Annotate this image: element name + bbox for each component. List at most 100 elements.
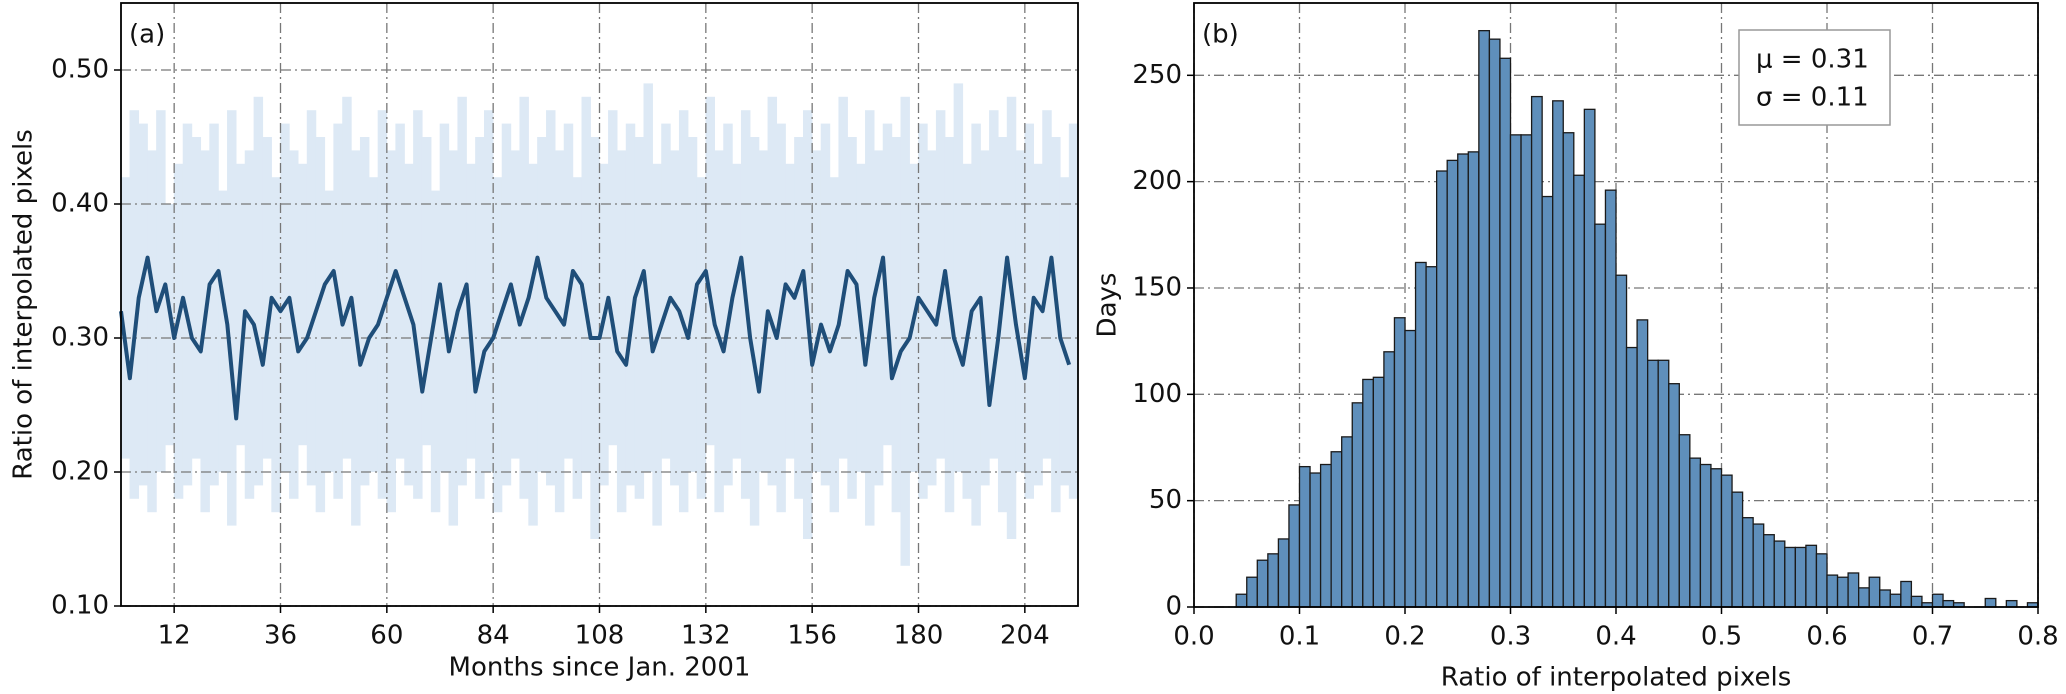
band-segment bbox=[678, 110, 689, 513]
band-segment bbox=[457, 96, 467, 486]
x-tick-label: 84 bbox=[477, 621, 510, 651]
histogram-bar bbox=[1910, 595, 1923, 608]
band-segment bbox=[997, 137, 1008, 513]
panel-label: (b) bbox=[1202, 20, 1239, 50]
annotation: μ = 0.31 bbox=[1756, 45, 1869, 75]
x-tick-label: 156 bbox=[787, 621, 837, 651]
histogram-bar bbox=[1436, 170, 1448, 608]
histogram-bar bbox=[1520, 134, 1533, 608]
band-segment bbox=[820, 123, 831, 486]
histogram-bar bbox=[1573, 174, 1586, 608]
band-segment bbox=[484, 110, 494, 472]
histogram-bar bbox=[1298, 465, 1311, 608]
histogram-bar bbox=[1805, 544, 1818, 608]
histogram-bar bbox=[1256, 559, 1269, 608]
band-segment bbox=[935, 110, 946, 459]
y-tick-label: 0.40 bbox=[51, 189, 109, 219]
band-segment bbox=[847, 137, 857, 499]
band-segment bbox=[244, 150, 255, 499]
histogram-bar bbox=[1277, 538, 1290, 608]
histogram-bar bbox=[1488, 38, 1501, 608]
x-axis-label: Ratio of interpolated pixels bbox=[1441, 663, 1792, 693]
histogram-bar bbox=[1678, 434, 1691, 608]
histogram-bar bbox=[1541, 195, 1554, 608]
band-segment bbox=[121, 177, 131, 459]
band-segment bbox=[670, 150, 680, 486]
band-segment bbox=[1033, 163, 1043, 486]
y-tick-label: 250 bbox=[1132, 60, 1182, 90]
band-segment bbox=[368, 177, 379, 472]
y-tick-label: 0.50 bbox=[51, 55, 109, 85]
histogram-bar bbox=[1341, 436, 1353, 608]
histogram-bar bbox=[1562, 132, 1575, 608]
band-segment bbox=[129, 110, 140, 499]
band-segment bbox=[1059, 177, 1070, 486]
histogram-bar bbox=[1552, 100, 1564, 608]
x-tick-label: 0.2 bbox=[1384, 622, 1425, 652]
band-segment bbox=[829, 177, 840, 513]
band-segment bbox=[537, 137, 547, 472]
band-segment bbox=[581, 96, 591, 473]
band-segment bbox=[608, 110, 618, 446]
band-segment bbox=[758, 150, 769, 472]
x-tick-label: 36 bbox=[264, 621, 297, 651]
band-segment bbox=[918, 123, 928, 499]
band-segment bbox=[714, 150, 724, 513]
histogram-bar bbox=[1868, 576, 1881, 608]
histogram-bar bbox=[1604, 189, 1617, 608]
band-segment bbox=[404, 163, 414, 486]
band-segment bbox=[900, 96, 910, 566]
band-segment bbox=[271, 177, 281, 513]
histogram-bar bbox=[1657, 359, 1670, 608]
y-tick-label: 0.10 bbox=[51, 591, 109, 621]
histogram-bar bbox=[1636, 319, 1649, 608]
band-segment bbox=[235, 163, 246, 446]
histogram-bar bbox=[1900, 580, 1913, 608]
histogram-bar bbox=[1647, 359, 1659, 608]
x-tick-label: 0.0 bbox=[1173, 622, 1214, 652]
x-tick-label: 0.3 bbox=[1490, 622, 1531, 652]
band-segment bbox=[953, 83, 964, 473]
band-segment bbox=[165, 204, 175, 446]
y-tick-label: 150 bbox=[1132, 272, 1182, 302]
x-tick-label: 0.7 bbox=[1912, 622, 1953, 652]
band-segment bbox=[333, 123, 343, 499]
x-tick-label: 0.5 bbox=[1701, 622, 1742, 652]
histogram-bar bbox=[1773, 540, 1786, 608]
histogram-bar bbox=[1362, 378, 1375, 608]
histogram-bar bbox=[1583, 108, 1596, 608]
histogram-bar bbox=[1509, 134, 1522, 608]
x-tick-label: 204 bbox=[1000, 621, 1050, 651]
band-segment bbox=[944, 137, 955, 513]
band-segment bbox=[182, 123, 193, 486]
histogram-bar bbox=[1847, 572, 1860, 608]
histogram-bar bbox=[1889, 593, 1902, 608]
histogram-bar bbox=[1731, 491, 1744, 608]
histogram-bar bbox=[1699, 463, 1712, 608]
histogram-bar bbox=[1984, 597, 1997, 608]
y-tick-label: 50 bbox=[1149, 485, 1182, 515]
annotation: σ = 0.11 bbox=[1756, 83, 1869, 113]
band-segment bbox=[377, 110, 388, 499]
band-segment bbox=[253, 96, 264, 486]
y-tick-label: 0.30 bbox=[51, 323, 109, 353]
band-segment bbox=[891, 137, 902, 513]
band-segment bbox=[838, 96, 848, 459]
band-segment bbox=[616, 150, 627, 513]
band-segment bbox=[643, 83, 653, 473]
band-segment bbox=[492, 177, 503, 513]
band-segment bbox=[882, 123, 893, 446]
histogram-bar bbox=[1267, 553, 1280, 608]
band-segment bbox=[971, 123, 981, 526]
band-segment bbox=[873, 150, 884, 486]
histogram-bar bbox=[1689, 457, 1702, 608]
x-tick-label: 60 bbox=[370, 621, 403, 651]
histogram-bar bbox=[1615, 274, 1628, 608]
histogram-bar bbox=[1931, 593, 1944, 608]
band-segment bbox=[749, 137, 760, 526]
band-segment bbox=[528, 163, 538, 526]
band-segment bbox=[811, 150, 822, 472]
x-axis-label: Months since Jan. 2001 bbox=[449, 653, 751, 683]
histogram-bar bbox=[1383, 351, 1396, 608]
